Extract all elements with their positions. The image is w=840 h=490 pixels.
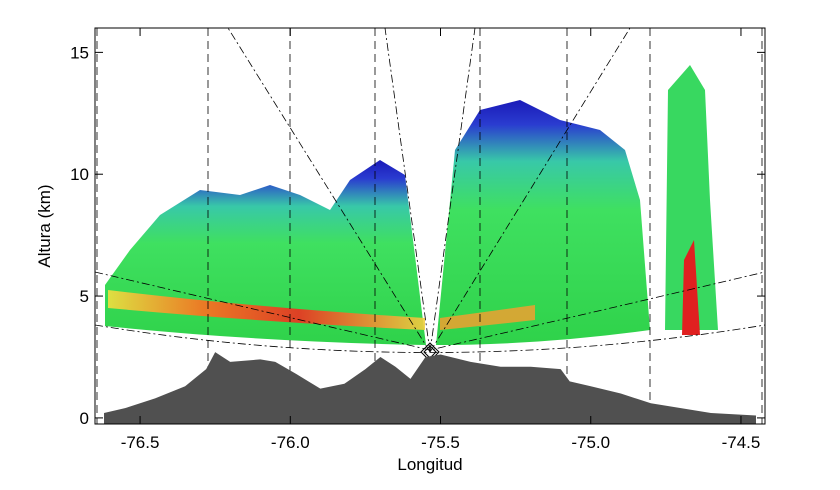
reference-lines xyxy=(94,27,766,424)
x-tick-label: -76.5 xyxy=(121,433,160,452)
y-tick-label: 10 xyxy=(70,165,89,184)
radar-echo xyxy=(105,65,718,345)
x-tick-label: -74.5 xyxy=(722,433,761,452)
y-tick-label: 5 xyxy=(80,287,89,306)
terrain-area xyxy=(104,352,756,424)
plot-frame xyxy=(94,27,766,425)
x-axis-label: Longitud xyxy=(397,455,462,474)
x-tick-label: -75.0 xyxy=(571,433,610,452)
y-tick-label: 15 xyxy=(70,43,89,62)
x-tick-label: -75.5 xyxy=(421,433,460,452)
y-tick-label: 0 xyxy=(80,409,89,428)
y-axis-label: Altura (km) xyxy=(35,184,54,267)
x-tick-label: -76.0 xyxy=(271,433,310,452)
